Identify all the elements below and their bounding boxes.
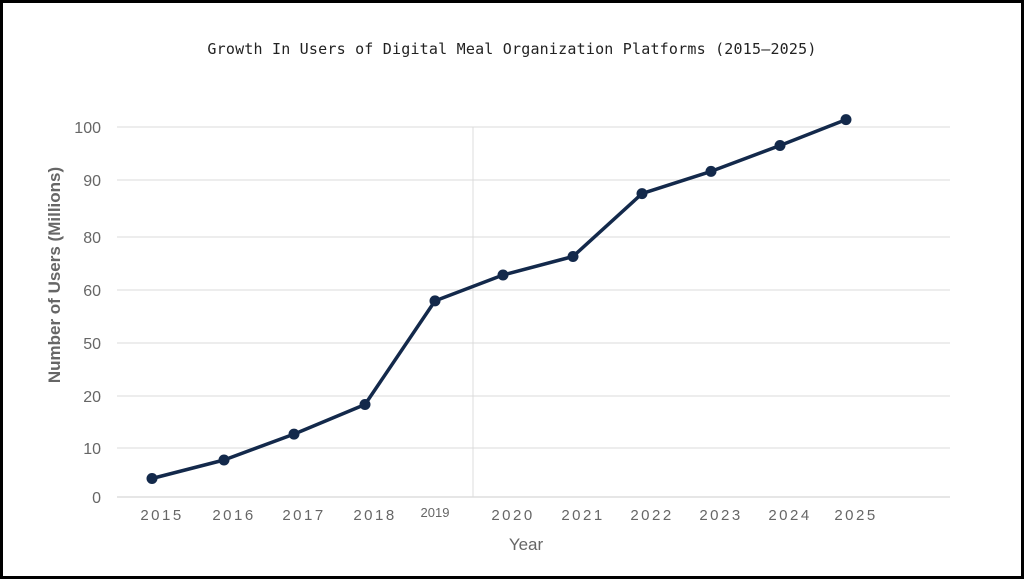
y-tick-label: 60 [83,283,101,300]
series-line [150,117,848,481]
series-users [146,114,852,484]
x-tick-label: 2024 [768,507,811,524]
x-tick-label: 2019 [421,505,450,520]
data-point [359,399,371,410]
y-axis-ticks: 0 10 20 50 60 80 90 100 [74,120,101,507]
y-tick-label: 80 [83,230,101,247]
y-tick-label: 20 [83,389,101,406]
data-point [288,428,300,440]
y-tick-label: 90 [83,173,101,190]
x-tick-label: 2025 [834,507,877,524]
y-tick-label: 0 [92,490,101,507]
x-tick-label: 2023 [699,507,742,524]
data-point [774,140,786,151]
y-tick-label: 50 [83,336,101,353]
x-axis-label: Year [509,535,544,554]
data-point [705,165,717,177]
data-point [567,251,579,262]
x-tick-label: 2015 [140,507,183,524]
data-point [497,269,509,281]
y-tick-label: 100 [74,120,101,137]
y-axis-label: Number of Users (Millions) [45,167,64,383]
data-point [218,454,230,466]
data-point [840,114,852,126]
x-tick-label: 2020 [491,507,534,524]
x-tick-label: 2017 [282,507,325,524]
gridlines [117,126,950,498]
x-tick-label: 2018 [353,507,396,524]
x-axis-ticks: 2015 2016 2017 2018 2019 2020 2021 2022 2023 2024… [140,505,877,524]
x-tick-label: 2021 [561,507,604,524]
x-tick-label: 2022 [630,507,673,524]
x-tick-label: 2016 [212,507,255,524]
data-point [636,188,648,200]
y-tick-label: 10 [83,441,101,458]
data-point [429,295,441,307]
chart-title: Growth In Users of Digital Meal Organiza… [207,40,817,58]
data-point [146,473,158,484]
